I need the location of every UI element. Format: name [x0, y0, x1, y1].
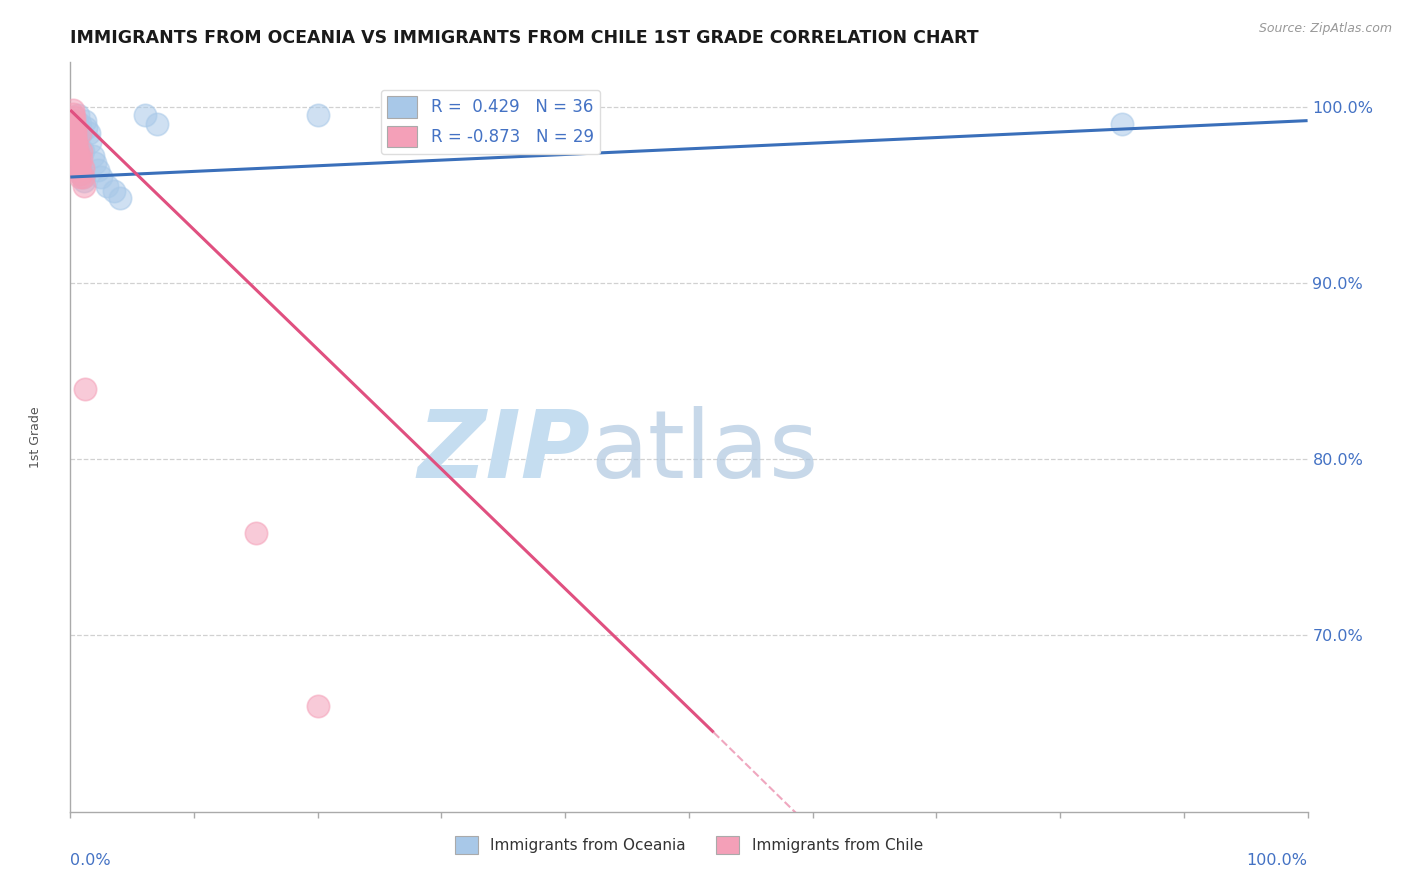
Text: 1st Grade: 1st Grade: [30, 406, 42, 468]
Point: [65, 120, 87, 135]
Point: [65, 124, 87, 138]
Point: [63, 120, 86, 135]
Point: [82, 149, 104, 163]
Point: [66, 108, 89, 122]
Point: [72, 169, 94, 184]
Point: [86, 163, 108, 178]
Point: [245, 526, 267, 541]
Point: [69, 161, 91, 176]
Point: [65, 131, 87, 145]
Point: [66, 144, 89, 158]
Point: [65, 113, 87, 128]
Point: [75, 382, 97, 396]
Point: [505, 113, 527, 128]
Point: [66, 145, 89, 160]
Point: [65, 138, 87, 153]
Point: [66, 153, 89, 167]
Text: atlas: atlas: [591, 406, 818, 498]
Text: ZIP: ZIP: [418, 406, 591, 498]
Text: Source: ZipAtlas.com: Source: ZipAtlas.com: [1258, 22, 1392, 36]
Point: [79, 135, 101, 149]
Point: [67, 160, 90, 174]
Point: [70, 153, 93, 167]
Point: [62, 106, 84, 120]
Point: [67, 156, 90, 170]
Point: [67, 153, 90, 167]
Point: [65, 135, 87, 149]
Point: [69, 169, 91, 184]
Point: [65, 138, 87, 153]
Point: [146, 117, 169, 131]
Point: [63, 113, 86, 128]
Point: [134, 108, 156, 122]
Point: [77, 126, 100, 140]
Point: [65, 135, 87, 149]
Text: 100.0%: 100.0%: [1247, 853, 1308, 868]
Point: [103, 184, 125, 198]
Point: [72, 169, 94, 184]
Point: [307, 108, 329, 122]
Point: [65, 142, 87, 156]
Point: [72, 144, 94, 158]
Legend: Immigrants from Oceania, Immigrants from Chile: Immigrants from Oceania, Immigrants from…: [449, 830, 929, 860]
Point: [70, 126, 93, 140]
Point: [108, 191, 131, 205]
Point: [84, 156, 107, 170]
Point: [67, 120, 90, 135]
Point: [66, 149, 89, 163]
Point: [63, 110, 86, 124]
Point: [70, 144, 93, 158]
Point: [73, 173, 96, 187]
Point: [63, 117, 86, 131]
Point: [90, 169, 112, 184]
Point: [66, 149, 89, 163]
Point: [67, 156, 90, 170]
Point: [69, 126, 91, 140]
Point: [73, 178, 96, 193]
Point: [67, 163, 90, 178]
Point: [69, 117, 91, 131]
Point: [307, 698, 329, 713]
Point: [62, 117, 84, 131]
Point: [1111, 117, 1133, 131]
Point: [75, 113, 97, 128]
Point: [65, 128, 87, 142]
Point: [70, 167, 93, 181]
Text: 0.0%: 0.0%: [70, 853, 111, 868]
Point: [65, 131, 87, 145]
Point: [75, 120, 97, 135]
Point: [62, 103, 84, 117]
Text: IMMIGRANTS FROM OCEANIA VS IMMIGRANTS FROM CHILE 1ST GRADE CORRELATION CHART: IMMIGRANTS FROM OCEANIA VS IMMIGRANTS FR…: [70, 29, 979, 47]
Point: [69, 167, 91, 181]
Point: [72, 161, 94, 176]
Point: [96, 178, 118, 193]
Point: [65, 126, 87, 140]
